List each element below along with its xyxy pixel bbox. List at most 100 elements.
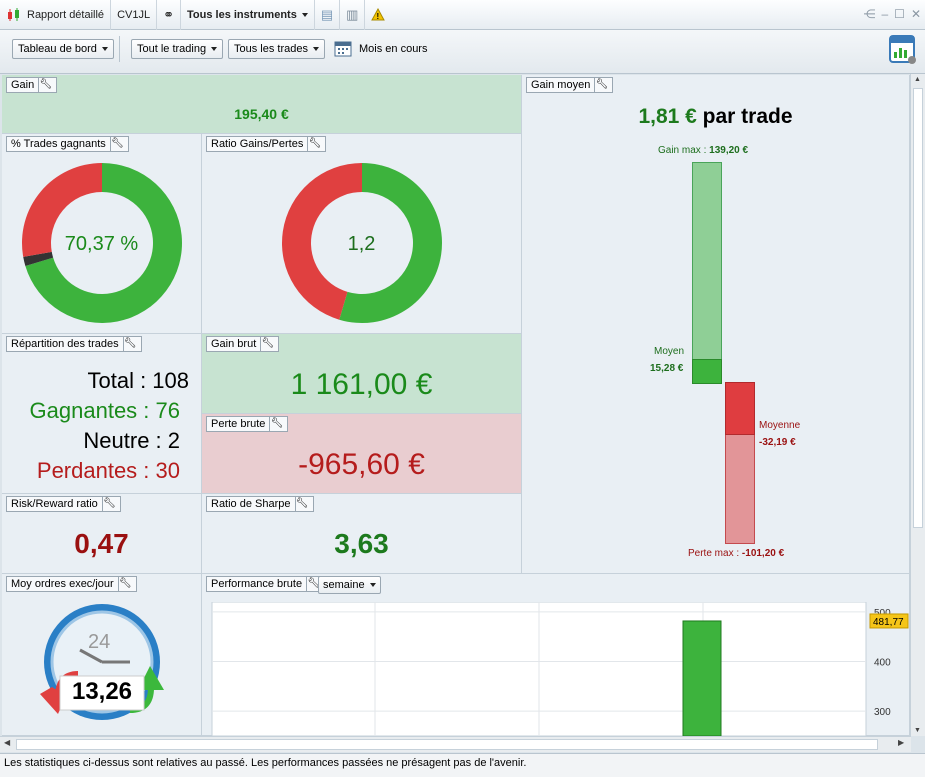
distribution-list: Total : 108 <box>87 366 189 396</box>
win-rate-panel: % Trades gagnants 🔧︎ 70,37 % <box>2 134 202 334</box>
hscroll-thumb[interactable] <box>16 739 878 750</box>
minimize-icon[interactable]: – <box>881 7 889 21</box>
chevron-down-icon <box>369 583 376 587</box>
average-gain-panel: Gain moyen 🔧︎ 1,81 € par trade Gain max :… <box>522 75 910 574</box>
gain-title-text: Gain <box>11 79 35 91</box>
loss-max-label: Perte max : -101,20 € <box>688 548 784 559</box>
instruments-label: Tous les instruments <box>187 8 297 21</box>
scroll-left-icon[interactable]: ◀ <box>4 738 11 747</box>
trading-dropdown[interactable]: Tout le trading <box>131 39 224 59</box>
loss-max-value: -101,20 € <box>741 548 785 559</box>
horizontal-scrollbar[interactable]: ◀ ▶ <box>0 736 911 752</box>
document-icon[interactable]: ▥ <box>340 0 366 30</box>
trades-dropdown[interactable]: Tous les trades <box>228 39 325 59</box>
wrench-icon[interactable]: 🔧︎ <box>594 78 609 92</box>
scroll-thumb[interactable] <box>913 88 923 528</box>
gross-gain-panel: Gain brut 🔧︎ 1 161,00 € <box>202 334 522 414</box>
dashboard-dropdown[interactable]: Tableau de bord <box>12 39 114 59</box>
average-gain-headline: 1,81 € par trade <box>522 105 909 129</box>
donut-slice-perte-brute <box>282 163 362 320</box>
wrench-icon[interactable]: 🔧︎ <box>269 417 284 431</box>
warning-icon[interactable]: ! <box>365 0 391 30</box>
dashboard-settings-icon[interactable] <box>888 34 918 66</box>
period-selector[interactable]: Mois en cours <box>334 40 427 58</box>
average-gain-bar <box>692 359 722 384</box>
risk-reward-panel: Risk/Reward ratio 🔧︎ 0,47 <box>2 494 202 574</box>
trading-label: Tout le trading <box>137 43 207 55</box>
trades-label: Tous les trades <box>234 43 308 55</box>
disclaimer-text: Les statistiques ci-dessus sont relative… <box>4 757 527 769</box>
last-value-label: 481,77 <box>873 617 904 628</box>
period-label: Mois en cours <box>359 43 428 55</box>
win-rate-title: % Trades gagnants 🔧︎ <box>6 136 129 152</box>
losers-count: Perdantes : 30 <box>36 458 180 483</box>
maximize-icon[interactable]: ☐ <box>894 7 905 21</box>
report-tab[interactable]: Rapport détaillé <box>0 0 112 30</box>
chart-icon[interactable]: ▤ <box>315 0 341 30</box>
scroll-up-icon[interactable]: ▲ <box>914 76 921 83</box>
wrench-icon[interactable]: 🔧︎ <box>122 337 137 351</box>
performance-period-label: semaine <box>323 579 365 591</box>
donut-slice-gain-brut <box>339 163 442 323</box>
neutral-count: Neutre : 2 <box>83 428 180 453</box>
wrench-icon[interactable]: 🔧︎ <box>260 337 275 351</box>
instruments-dropdown[interactable]: Tous les instruments <box>181 0 315 30</box>
link-icon[interactable]: ⚭ <box>157 0 181 30</box>
dashboard-label: Tableau de bord <box>18 43 97 55</box>
sharpe-title-text: Ratio de Sharpe <box>211 498 291 510</box>
average-loss-value: -32,19 € <box>759 437 796 448</box>
gain-value: 195,40 € <box>234 106 289 122</box>
distribution-title-text: Répartition des trades <box>11 338 119 350</box>
wrench-icon[interactable]: 🔧︎ <box>109 137 124 151</box>
ratio-donut <box>282 163 442 323</box>
ratio-title: Ratio Gains/Pertes 🔧︎ <box>206 136 327 152</box>
risk-reward-value: 0,47 <box>74 528 129 559</box>
win-rate-donut <box>21 163 183 323</box>
calendar-icon <box>334 41 352 57</box>
gross-loss-title: Perte brute 🔧︎ <box>206 416 289 432</box>
orders-title: Moy ordres exec/jour 🔧︎ <box>6 576 137 592</box>
close-icon[interactable]: ✕ <box>910 7 921 21</box>
orders-value: 13,26 <box>71 678 133 705</box>
share-icon[interactable]: ⋲ <box>863 7 876 21</box>
sharpe-panel: Ratio de Sharpe 🔧︎ 3,63 <box>202 494 522 574</box>
donut-slice-neutre <box>23 251 54 266</box>
gross-gain-title: Gain brut 🔧︎ <box>206 336 280 352</box>
performance-period-dropdown[interactable]: semaine <box>318 576 381 594</box>
winners-count: Gagnantes : 76 <box>29 398 180 423</box>
ratio-value: 1,2 <box>347 233 376 255</box>
window-controls: ⋲ – ☐ ✕ <box>863 7 921 21</box>
wrench-icon[interactable]: 🔧︎ <box>117 577 132 591</box>
candlestick-icon <box>8 7 19 21</box>
performance-title: Performance brute 🔧︎ <box>206 576 322 592</box>
sharpe-value: 3,63 <box>334 528 389 559</box>
gross-gain-title-text: Gain brut <box>211 338 257 350</box>
orders-title-text: Moy ordres exec/jour <box>11 578 114 590</box>
gain-max-bar <box>692 162 722 384</box>
ratio-panel: Ratio Gains/Pertes 🔧︎ 1,2 <box>202 134 522 334</box>
chevron-down-icon <box>312 47 319 51</box>
wrench-icon[interactable]: 🔧︎ <box>306 577 320 591</box>
title-bar: Rapport détaillé CV1JL ⚭ Tous les instru… <box>0 0 925 30</box>
gain-max-value: 139,20 € <box>709 145 749 156</box>
distribution-panel: Répartition des trades 🔧︎ Total : 108 Gag… <box>2 334 202 494</box>
gross-loss-title-text: Perte brute <box>211 418 266 430</box>
account-label[interactable]: CV1JL <box>111 0 158 30</box>
gross-gain-value: 1 161,00 € <box>290 368 433 401</box>
gain-title: Gain 🔧︎ <box>6 77 58 93</box>
wrench-icon[interactable]: 🔧︎ <box>307 137 322 151</box>
scroll-down-icon[interactable]: ▼ <box>914 727 921 734</box>
scroll-right-icon[interactable]: ▶ <box>898 738 905 747</box>
performance-bar <box>682 620 722 736</box>
distribution-title: Répartition des trades 🔧︎ <box>6 336 142 352</box>
gross-loss-value: -965,60 € <box>298 448 425 481</box>
wrench-icon[interactable]: 🔧︎ <box>38 78 53 92</box>
wrench-icon[interactable]: 🔧︎ <box>101 497 116 511</box>
donut-slice-perdantes <box>21 163 102 257</box>
wrench-icon[interactable]: 🔧︎ <box>294 497 309 511</box>
vertical-scrollbar[interactable]: ▲ ▼ <box>910 74 925 736</box>
risk-reward-title-text: Risk/Reward ratio <box>11 498 98 510</box>
disclaimer-bar: Les statistiques ci-dessus sont relative… <box>0 753 925 777</box>
donut-slice-gagnantes <box>25 163 183 323</box>
performance-chart: 500 400 300 481,77 <box>211 602 909 736</box>
